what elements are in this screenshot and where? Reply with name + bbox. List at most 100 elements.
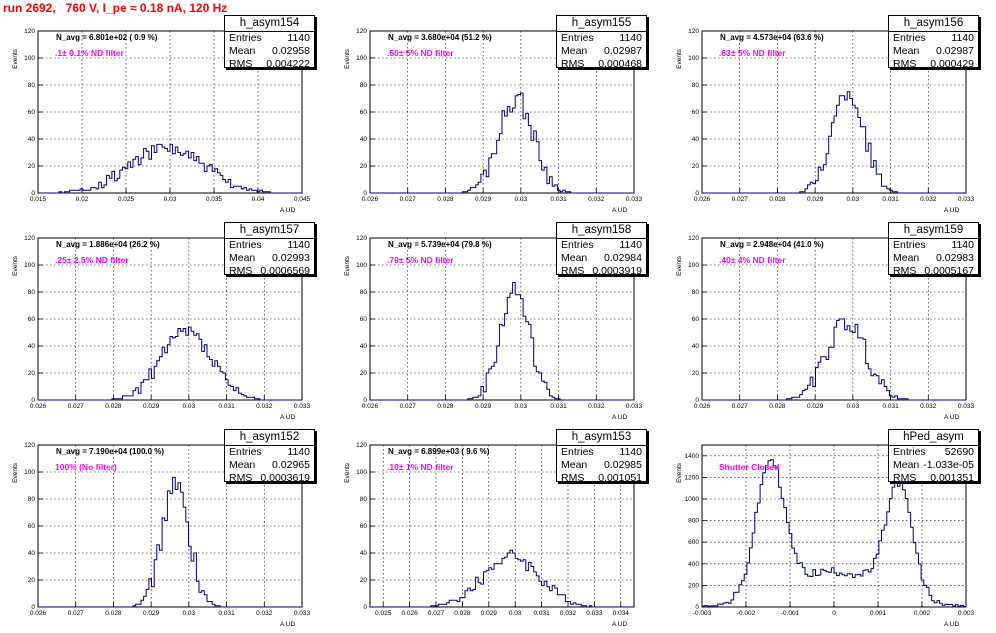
- filter-label: Shutter Closed: [719, 462, 779, 472]
- histogram-name: h_asym152: [225, 430, 314, 446]
- stat-row-mean: Mean 0.02958: [229, 45, 310, 57]
- stat-row-rms: RMS 0.000429: [893, 58, 974, 70]
- stat-label: Mean: [893, 252, 920, 264]
- y-tick-label: 80: [692, 82, 700, 89]
- histogram-name: h_asym154: [225, 16, 314, 32]
- y-axis-title: Events: [676, 462, 683, 483]
- x-tick-label: 0.03: [509, 610, 522, 617]
- y-tick-label: 0: [31, 190, 35, 197]
- y-tick-label: 1000: [685, 496, 700, 503]
- stat-value: 0.0003919: [592, 265, 642, 277]
- stat-row-entries: Entries 1140: [893, 239, 974, 251]
- stat-label: Entries: [229, 446, 262, 458]
- y-tick-label: 120: [356, 28, 367, 35]
- y-tick-label: 100: [24, 55, 35, 62]
- x-tick-label: 0.03: [183, 610, 196, 617]
- navg-label: N_avg = 6.899e+03 ( 9.6 %): [388, 447, 490, 456]
- x-axis-title: A UD: [280, 207, 295, 214]
- filter-label: .40± 4% ND filter: [719, 255, 786, 265]
- stat-row-mean: Mean 0.02965: [229, 459, 310, 471]
- x-tick-label: 0.028: [437, 403, 454, 410]
- stat-value: 0.0005167: [924, 265, 974, 277]
- x-tick-label: 0.027: [732, 403, 749, 410]
- y-tick-label: 60: [28, 523, 36, 530]
- x-tick-label: 0.032: [920, 196, 937, 203]
- x-tick-label: 0.033: [294, 610, 311, 617]
- x-tick-label: 0.032: [588, 403, 605, 410]
- histogram-name: h_asym156: [889, 16, 978, 32]
- stats-box: h_asym153 Entries 1140 Mean 0.02985 RMS 0.0010…: [556, 429, 647, 484]
- run-title: run 2692, 760 V, I_pe ≈ 0.18 nA, 120 Hz: [3, 1, 228, 15]
- y-tick-label: 20: [692, 163, 700, 170]
- stat-row-mean: Mean 0.02985: [561, 459, 642, 471]
- stats-box: h_asym156 Entries 1140 Mean 0.02987 RMS 0.0004…: [888, 15, 979, 70]
- histogram-panel: 0.026 0.027 0.028 0.029 0.03 0.031 0.032 0.033 0…: [666, 12, 996, 219]
- stat-row-entries: Entries 1140: [229, 239, 310, 251]
- y-tick-label: 100: [24, 262, 35, 269]
- x-tick-label: 0.032: [256, 610, 273, 617]
- y-tick-label: 40: [28, 550, 36, 557]
- stats-box: h_asym158 Entries 1140 Mean 0.02984 RMS 0.0003…: [556, 222, 647, 277]
- x-tick-label: 0.029: [481, 610, 498, 617]
- y-axis-title: Events: [676, 48, 683, 69]
- stat-row-entries: Entries 52690: [893, 446, 974, 458]
- x-tick-label: 0.031: [550, 403, 567, 410]
- x-axis-title: A UD: [944, 207, 959, 214]
- y-tick-label: 120: [24, 442, 35, 449]
- stat-value: 0.02983: [936, 252, 974, 264]
- grid-lines: [38, 238, 302, 400]
- navg-label: N_avg = 1.886e+04 (26.2 %): [56, 240, 160, 249]
- stat-row-entries: Entries 1140: [229, 32, 310, 44]
- x-tick-label: 0.025: [118, 196, 135, 203]
- x-tick-label: 0.033: [626, 403, 643, 410]
- y-tick-label: 600: [688, 539, 699, 546]
- stat-label: Entries: [893, 239, 926, 251]
- x-tick-label: 0.027: [400, 196, 417, 203]
- x-tick-label: 0.032: [256, 403, 273, 410]
- x-tick-label: 0.033: [626, 196, 643, 203]
- x-axis-title: A UD: [280, 414, 295, 421]
- y-tick-label: 40: [692, 136, 700, 143]
- filter-label: .25± 2.5% ND filter: [55, 255, 129, 265]
- stat-row-mean: Mean 0.02987: [561, 45, 642, 57]
- histogram-line: [370, 92, 634, 194]
- y-tick-label: 20: [692, 370, 700, 377]
- x-tick-label: 0.001: [870, 610, 887, 617]
- x-axis-title: A UD: [612, 414, 627, 421]
- stats-box: h_asym159 Entries 1140 Mean 0.02983 RMS 0.0005…: [888, 222, 979, 277]
- y-tick-label: 20: [360, 163, 368, 170]
- stats-box: h_asym154 Entries 1140 Mean 0.02958 RMS 0.0042…: [224, 15, 315, 70]
- y-tick-label: 80: [28, 289, 36, 296]
- y-tick-label: 100: [356, 55, 367, 62]
- x-tick-label: 0.033: [586, 610, 603, 617]
- x-tick-label: 0.03: [515, 403, 528, 410]
- y-tick-label: 80: [360, 496, 368, 503]
- x-tick-label: 0.026: [694, 196, 711, 203]
- stat-row-rms: RMS 0.0003919: [561, 265, 642, 277]
- y-tick-label: 0: [363, 190, 367, 197]
- y-tick-label: 0: [363, 604, 367, 611]
- x-tick-label: 0.033: [958, 196, 975, 203]
- y-tick-label: 40: [28, 136, 36, 143]
- y-tick-label: 20: [28, 370, 36, 377]
- stat-label: Mean: [561, 45, 588, 57]
- stat-label: Mean: [229, 45, 256, 57]
- histogram-panel: 0.026 0.027 0.028 0.029 0.03 0.031 0.032 0.033 0…: [334, 12, 664, 219]
- stat-value: 0.02987: [936, 45, 974, 57]
- histogram-panel: 0.026 0.027 0.028 0.029 0.03 0.031 0.032 0.033 0…: [2, 219, 332, 426]
- stats-box: hPed_asym Entries 52690 Mean -1.033e-05 RMS 0.…: [888, 429, 979, 484]
- y-axis-title: Events: [12, 255, 19, 276]
- stat-value: 1140: [619, 32, 642, 44]
- histogram-line: [38, 143, 302, 194]
- y-tick-label: 0: [31, 397, 35, 404]
- x-tick-label: 0.029: [807, 196, 824, 203]
- histogram-panel: 0.015 0.02 0.025 0.03 0.035 0.04 0.045 0 20 40 60 8…: [2, 12, 332, 219]
- y-tick-label: 120: [356, 235, 367, 242]
- x-axis-title: A UD: [280, 621, 295, 628]
- stat-label: Mean: [893, 459, 920, 471]
- stats-box: h_asym157 Entries 1140 Mean 0.02993 RMS 0.0006…: [224, 222, 315, 277]
- x-tick-label: 0.032: [588, 196, 605, 203]
- y-tick-label: 60: [360, 109, 368, 116]
- stat-value: 0.02984: [604, 252, 642, 264]
- stat-value: 0.02965: [272, 459, 310, 471]
